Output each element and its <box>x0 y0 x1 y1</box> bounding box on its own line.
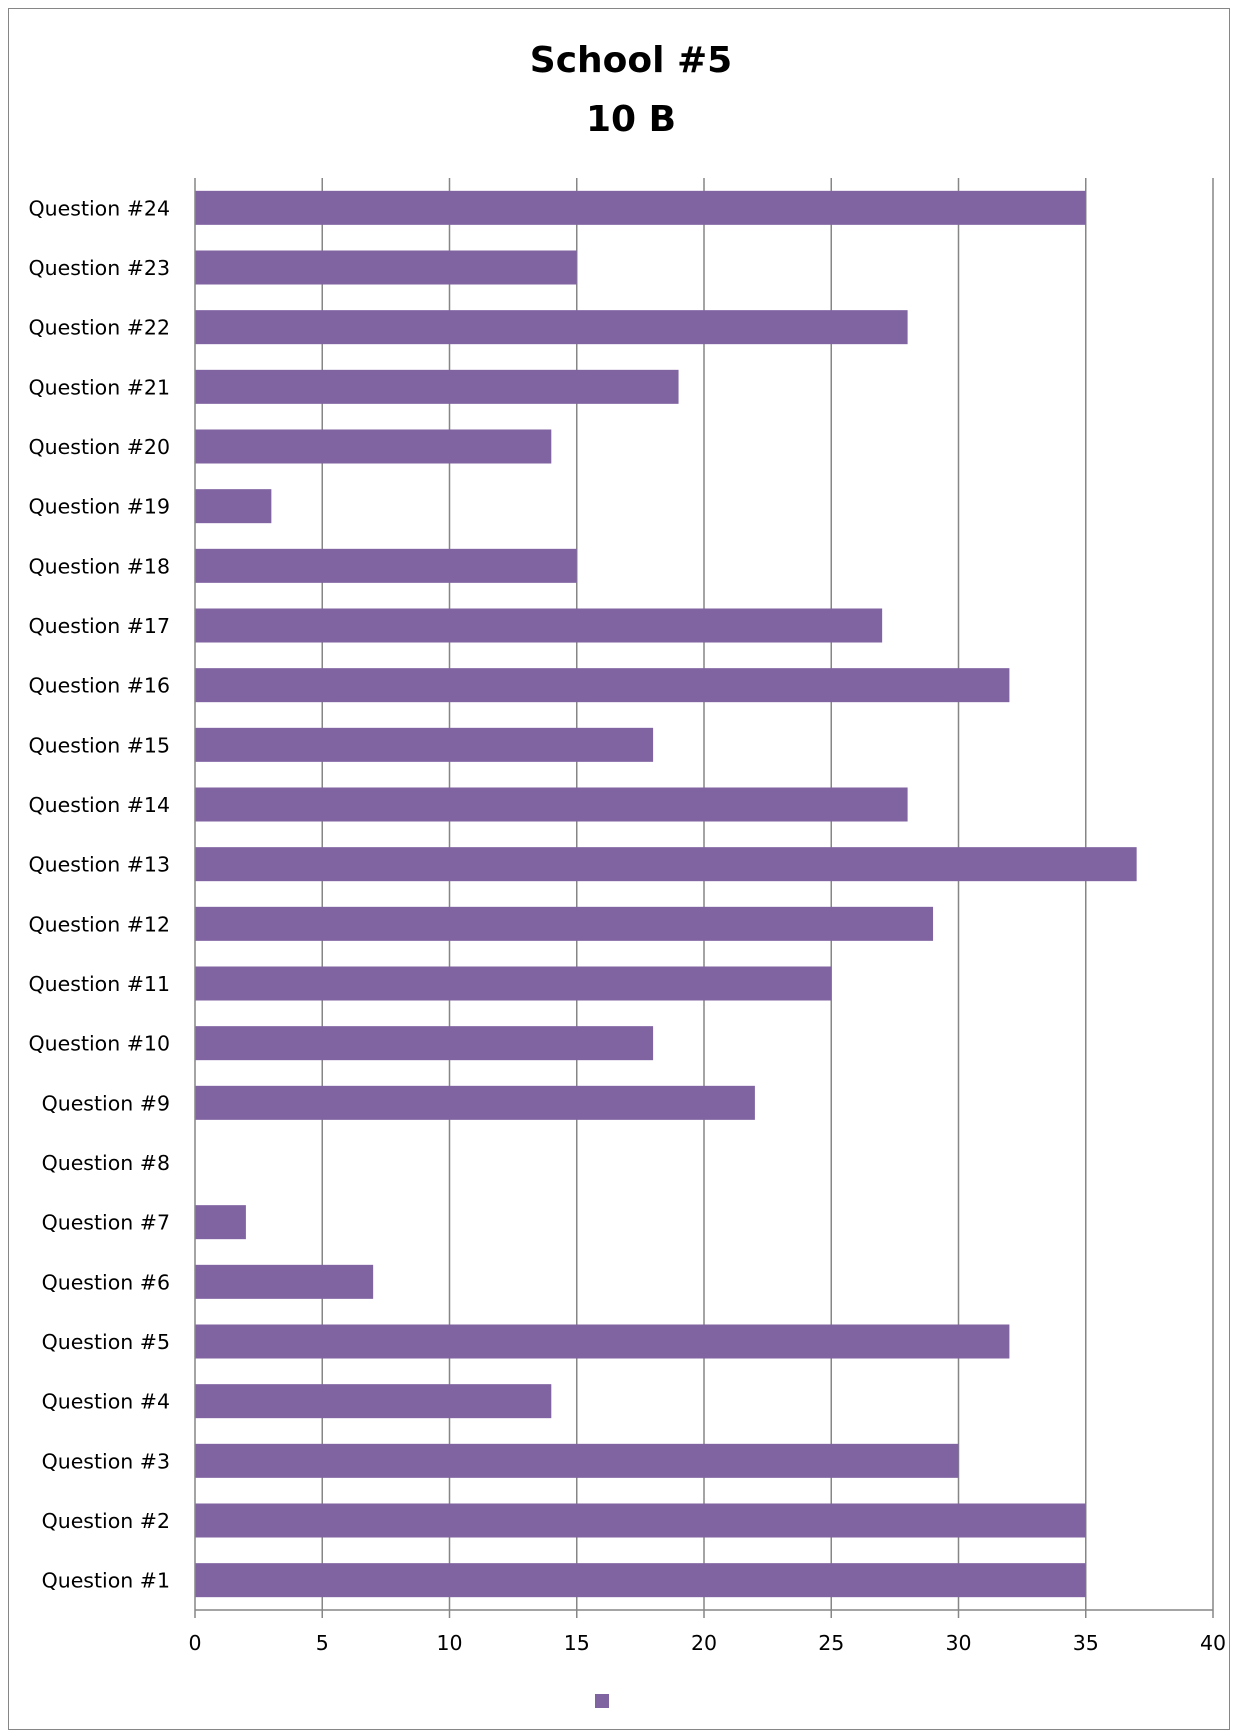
bar-question-1 <box>195 1563 1086 1598</box>
category-label: Question #3 <box>42 1449 170 1473</box>
x-tick-label-30: 30 <box>945 1631 971 1655</box>
bar-question-13 <box>195 847 1137 882</box>
bars <box>195 190 1137 1598</box>
x-tick-label-5: 5 <box>316 1631 329 1655</box>
bar-question-9 <box>195 1085 755 1120</box>
bar-question-7 <box>195 1205 246 1240</box>
category-label: Question #5 <box>42 1330 170 1354</box>
bar-question-10 <box>195 1026 654 1061</box>
bar-question-19 <box>195 489 272 524</box>
x-tick-label-15: 15 <box>564 1631 590 1655</box>
category-label: Question #11 <box>29 972 170 996</box>
category-label: Question #22 <box>29 316 170 340</box>
category-labels: Question #1 Question #2 Question #3 Questio… <box>29 196 170 1592</box>
legend-marker <box>595 1694 609 1708</box>
axes <box>194 178 1214 1618</box>
legend <box>595 1694 609 1708</box>
x-tick-label-20: 20 <box>691 1631 717 1655</box>
x-tick-label-25: 25 <box>818 1631 844 1655</box>
x-tick-labels: 0 5 10 15 20 25 30 35 40 <box>188 1631 1226 1655</box>
category-label: Question #9 <box>42 1091 170 1115</box>
bar-question-14 <box>195 787 908 822</box>
category-label: Question #23 <box>29 256 170 280</box>
category-label: Question #6 <box>42 1270 170 1294</box>
category-label: Question #13 <box>29 853 170 877</box>
bar-question-23 <box>195 250 577 285</box>
bar-question-6 <box>195 1264 374 1299</box>
bar-question-16 <box>195 668 1010 703</box>
bar-question-20 <box>195 429 552 464</box>
x-tick-label-10: 10 <box>436 1631 462 1655</box>
category-label: Question #1 <box>42 1569 170 1593</box>
chart-title-line-1: School #5 <box>530 40 732 81</box>
category-label: Question #14 <box>29 793 170 817</box>
category-label: Question #15 <box>29 733 170 757</box>
x-tick-label-35: 35 <box>1073 1631 1099 1655</box>
x-tick-label-40: 40 <box>1200 1631 1226 1655</box>
category-label: Question #17 <box>29 614 170 638</box>
category-label: Question #4 <box>42 1390 170 1414</box>
bar-question-12 <box>195 906 934 941</box>
category-label: Question #12 <box>29 912 170 936</box>
category-label: Question #19 <box>29 495 170 519</box>
bar-question-17 <box>195 608 883 643</box>
bar-question-4 <box>195 1384 552 1419</box>
category-label: Question #16 <box>29 674 170 698</box>
bar-question-21 <box>195 369 679 404</box>
bar-question-24 <box>195 190 1086 225</box>
category-label: Question #18 <box>29 554 170 578</box>
category-label: Question #2 <box>42 1509 170 1533</box>
bar-question-22 <box>195 310 908 345</box>
category-label: Question #8 <box>42 1151 170 1175</box>
category-label: Question #21 <box>29 375 170 399</box>
bar-question-2 <box>195 1503 1086 1538</box>
category-label: Question #20 <box>29 435 170 459</box>
bar-question-15 <box>195 727 654 762</box>
category-label: Question #10 <box>29 1032 170 1056</box>
x-tick-label-0: 0 <box>188 1631 201 1655</box>
bar-question-5 <box>195 1324 1010 1359</box>
bar-question-11 <box>195 966 832 1001</box>
bar-question-3 <box>195 1443 959 1478</box>
category-label: Question #24 <box>29 196 170 220</box>
bar-question-18 <box>195 548 577 583</box>
chart-title-line-2: 10 B <box>586 99 676 140</box>
gridlines <box>321 178 1214 1610</box>
category-label: Question #7 <box>42 1211 170 1235</box>
